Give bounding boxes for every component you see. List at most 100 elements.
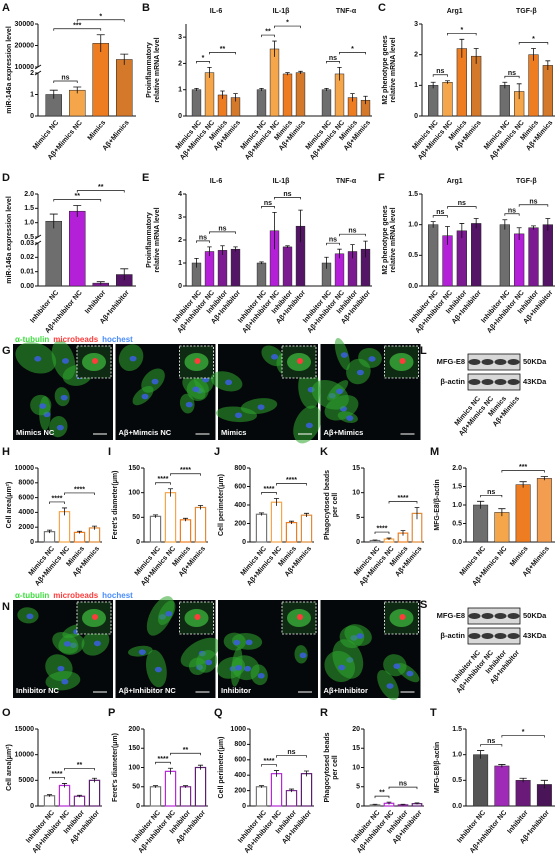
error-bar (400, 803, 406, 806)
nucleus (192, 386, 200, 393)
image-caption: Aβ+Mimics (324, 428, 364, 437)
error-bar (272, 212, 277, 250)
significance-label: ns (487, 489, 495, 496)
y-tick-label: 5000 (18, 777, 34, 784)
error-bar (502, 219, 508, 230)
y-tick-label: 2.0 (452, 465, 462, 472)
y-tick-label: 0 (136, 539, 140, 546)
y-tick-label: 4 (178, 191, 182, 198)
error-bar (473, 48, 479, 64)
group-title: TNF-α (336, 178, 357, 185)
panel-label: K (320, 446, 328, 458)
error-bar (46, 529, 53, 534)
bar (442, 82, 453, 117)
y-tick-label: 0 (242, 539, 246, 546)
error-bar (531, 225, 536, 230)
image-caption: Aβ+Inhibitor (324, 686, 368, 695)
significance-label: * (351, 46, 354, 53)
y-axis-label: Proinflammatory (146, 42, 153, 98)
significance-label: * (532, 36, 535, 43)
bar (270, 773, 283, 807)
significance-label: ns (348, 228, 356, 235)
panel-label: M (430, 446, 439, 458)
bar (515, 780, 531, 807)
protein-label: β-actin (440, 631, 465, 640)
bar (194, 506, 207, 543)
significance-label: ns (61, 74, 69, 81)
significance-label: ** (75, 193, 81, 200)
bar (204, 72, 215, 117)
y-tick-label: 3 (178, 214, 182, 221)
nucleus (63, 641, 71, 647)
significance-bracket (76, 19, 125, 22)
significance-bracket (374, 531, 390, 535)
y-axis-label: relative mRNA level (390, 37, 397, 102)
blot-band (494, 359, 507, 365)
y-axis-label: MFG-E8/β-actin (434, 479, 441, 530)
stain-legend: α-tubulin (15, 591, 49, 600)
bar (179, 786, 192, 807)
significance-bracket (276, 755, 307, 758)
blot-band (468, 379, 481, 385)
y-tick-label: 10 (352, 490, 360, 497)
bar (58, 511, 71, 543)
error-bar (49, 213, 58, 229)
significance-label: * (202, 55, 205, 62)
error-bar (545, 60, 551, 70)
error-bar (516, 227, 522, 240)
bar (88, 779, 101, 807)
significance-bracket (504, 213, 520, 216)
bar (92, 43, 109, 117)
significance-bracket (53, 199, 102, 202)
error-bar (259, 88, 264, 92)
error-bar (207, 246, 212, 257)
y-axis-label: Cell perimeter(μm) (218, 737, 225, 799)
error-bar (337, 66, 342, 81)
panel-label: F (378, 172, 385, 184)
y-tick-label: 0.01 (20, 269, 34, 276)
significance-bracket (326, 61, 340, 64)
bar (43, 795, 56, 807)
bar (269, 48, 280, 117)
panel-label: D (2, 172, 10, 184)
bar (45, 220, 62, 287)
blot-band (507, 613, 520, 619)
significance-label: ns (329, 237, 337, 244)
y-tick-label: 10000 (15, 465, 35, 472)
y-tick-label: 1.0 (452, 502, 462, 509)
y-tick-label: 50 (132, 784, 140, 791)
bar (164, 770, 177, 807)
significance-label: **** (377, 526, 388, 533)
y-tick-label: 400 (234, 772, 246, 779)
y-axis-label: Cell perimeter(μm) (218, 474, 225, 536)
bar (528, 54, 539, 117)
bar (282, 73, 293, 117)
error-bar (285, 72, 290, 76)
y-tick-label: 6000 (18, 494, 34, 501)
y-tick-label: 1.5 (24, 205, 34, 212)
bar (179, 519, 192, 543)
nucleus (340, 352, 348, 358)
y-tick-label: 0.0 (452, 539, 462, 546)
nucleus (271, 354, 279, 360)
bar (43, 531, 56, 543)
y-axis-label: Proinflammatory (146, 212, 153, 268)
significance-bracket (53, 80, 78, 83)
bar (456, 48, 467, 117)
y-tick-label: 1 (178, 87, 182, 94)
significance-bracket (432, 74, 448, 77)
y-tick-label: 30000 (15, 21, 35, 28)
nucleus (151, 378, 159, 385)
size-label: 50KDa (523, 357, 547, 366)
y-axis-label: relative mRNA level (154, 207, 161, 272)
y-tick-label: 4000 (18, 509, 34, 516)
significance-bracket (480, 744, 503, 747)
nucleus (61, 678, 69, 685)
bar (515, 484, 531, 543)
error-bar (477, 750, 485, 759)
error-bar (273, 770, 280, 777)
significance-bracket (170, 752, 201, 756)
error-bar (167, 488, 174, 497)
bar (471, 223, 482, 287)
nucleus (34, 356, 42, 362)
